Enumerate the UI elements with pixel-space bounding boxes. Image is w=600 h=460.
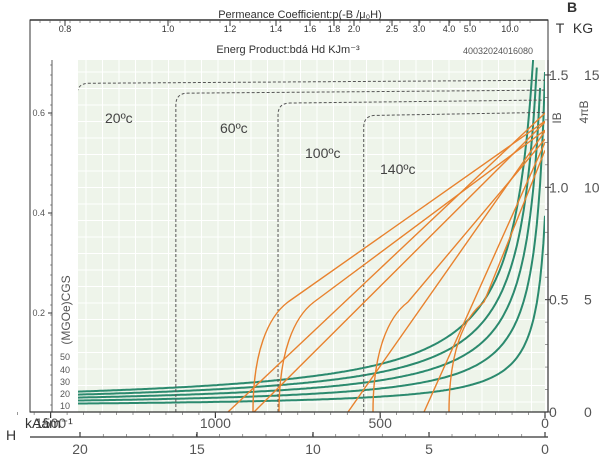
kg-tick-label: 15 [584,67,600,83]
tesla-tick-label: 0.5 [549,292,569,308]
chart-subtitle: Energ Product:bdá Hd KJm⁻³ [216,44,360,56]
permeance-tick-label: 1.4 [270,24,283,34]
permeance-tick-label: 0.8 [59,24,72,34]
energy-level-labels: 50 40 30 20 10 [60,352,70,411]
energy-ticks-label: 40032024016080 [463,46,533,56]
chart-title: Permeance Coefficient:p(-B /μ₀H) [218,9,382,21]
intrinsic-curve-2 [277,99,545,412]
left-axis-tick-label: 0.6 [32,108,45,118]
tesla-tick-label: 1.5 [549,67,569,83]
left-axis-tick-label: 0.4 [32,208,45,218]
b-label: B [567,0,577,15]
koe-tick-label: 10 [305,441,321,457]
energy-level-label: 20 [60,389,70,399]
normal-curves [227,112,545,412]
permeance-tick-label: 1.6 [304,24,317,34]
energy-level-label: 40 [60,365,70,375]
tesla-tick-label: 1.0 [549,179,569,195]
energy-curve-10 [78,215,545,405]
permeance-tick-label: 4.0 [443,24,456,34]
koe-tick-label: 5 [425,441,433,457]
knee-curve-1 [278,129,545,412]
kam-tick-label: 1500 [35,415,66,431]
intrinsic-curve-1 [175,89,545,412]
permeance-tick-label: 5.0 [464,24,477,34]
plot-background [78,60,545,412]
left-axis-label: (MGOe)CGS [59,275,73,344]
koe-tick-label: 20 [72,441,88,457]
kg-unit-label: KG [573,20,593,36]
permeance-tick-label: 1.2 [224,24,237,34]
ib-label: IB [550,112,564,123]
koe-tick-label: 15 [189,441,205,457]
permeance-tick-label: 1.8 [328,24,341,34]
permeance-tick-label: 2.5 [386,24,399,34]
h-label: H [6,427,16,443]
four-pi-b-label: 4πB [577,101,591,124]
normal-curve-0 [227,112,545,412]
kg-tick-label: 5 [584,292,592,308]
kam-unit-label: kAám⁻¹ [25,415,73,431]
intrinsic-curve-0 [78,79,545,92]
permeance-tick-label: 1.0 [162,24,175,34]
energy-curve-20 [78,71,545,402]
right-axis-ticks: 0 0 0.5 5 1.0 10 1.5 15 [545,67,600,420]
intrinsic-curves [78,79,545,412]
temp-label-20: 20ºc [105,110,133,126]
normal-curve-3 [423,142,545,412]
temp-label-100: 100ºc [305,145,340,161]
permeance-tick-label: 10.0 [501,24,519,34]
bottom-axis-ticks: 1500 1000 500 0 20 15 10 5 0 [17,412,549,457]
temp-label-60: 60ºc [220,120,248,136]
knee-curve-2 [372,138,545,412]
normal-curve-1 [253,121,545,412]
energy-curve-50 [78,60,535,393]
energy-level-label: 10 [60,401,70,411]
permeance-tick-label: 3.0 [413,24,426,34]
left-axis-ticks: 0.2 0.4 0.6 [32,60,53,412]
energy-level-label: 50 [60,352,70,362]
left-axis-tick-label: 0.2 [32,308,45,318]
tesla-tick-label: 0 [549,404,557,420]
knee-curve-0 [252,120,545,412]
kam-tick-label: 1000 [200,415,231,431]
kg-tick-label: 10 [584,179,600,195]
koe-tick-label: 0 [541,441,549,457]
permeance-ticks: 0.8 1.0 1.2 1.4 1.6 1.8 2.0 2.5 3.0 4.0 5.0 10.0 [39,20,531,34]
energy-level-label: 30 [60,377,70,387]
temp-label-140: 140ºc [380,161,415,177]
kam-tick-label: 0 [541,415,549,431]
knee-curve-3 [448,150,545,412]
t-unit-label: T [556,20,565,36]
kg-tick-label: 0 [584,404,592,420]
kam-tick-label: 500 [369,415,393,431]
permeance-tick-label: 2.0 [348,24,361,34]
energy-curve-40 [78,67,538,396]
